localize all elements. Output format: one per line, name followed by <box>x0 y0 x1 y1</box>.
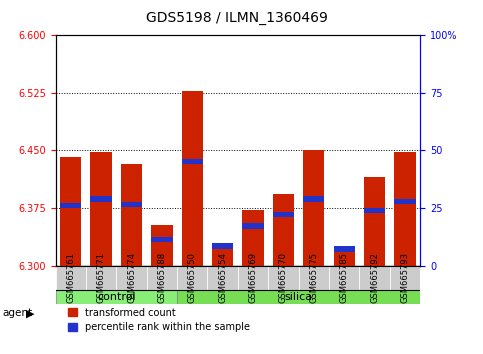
Text: GDS5198 / ILMN_1360469: GDS5198 / ILMN_1360469 <box>146 11 327 25</box>
Text: GSM665770: GSM665770 <box>279 252 288 303</box>
Bar <box>60 157 81 266</box>
Text: agent: agent <box>2 308 32 318</box>
Bar <box>242 223 264 229</box>
Text: GSM665750: GSM665750 <box>188 252 197 303</box>
Bar <box>395 152 416 266</box>
Bar <box>151 237 172 242</box>
Bar <box>364 208 385 213</box>
Bar <box>90 196 112 202</box>
Text: GSM665754: GSM665754 <box>218 252 227 303</box>
Bar <box>116 266 147 290</box>
Text: control: control <box>97 292 136 302</box>
Bar <box>273 212 294 217</box>
Bar <box>177 266 208 290</box>
Bar <box>56 266 86 290</box>
Bar <box>182 91 203 266</box>
Bar <box>182 159 203 164</box>
Bar <box>329 266 359 290</box>
Text: GSM665774: GSM665774 <box>127 252 136 303</box>
Text: GSM665771: GSM665771 <box>97 252 106 303</box>
Text: GSM665785: GSM665785 <box>340 252 349 303</box>
Text: GSM665793: GSM665793 <box>400 252 410 303</box>
Text: ▶: ▶ <box>26 309 35 319</box>
Bar <box>238 266 268 290</box>
Bar <box>268 266 298 290</box>
Bar <box>390 266 420 290</box>
Bar <box>334 252 355 266</box>
Text: GSM665761: GSM665761 <box>66 252 75 303</box>
Bar <box>334 246 355 252</box>
Bar <box>298 266 329 290</box>
Bar <box>273 194 294 266</box>
Bar <box>56 290 177 304</box>
Text: GSM665792: GSM665792 <box>370 252 379 303</box>
Bar <box>147 266 177 290</box>
Bar <box>364 177 385 266</box>
Bar <box>395 199 416 204</box>
Bar <box>177 290 420 304</box>
Legend: transformed count, percentile rank within the sample: transformed count, percentile rank withi… <box>68 308 250 332</box>
Bar <box>121 164 142 266</box>
Bar <box>60 202 81 208</box>
Bar <box>208 266 238 290</box>
Text: GSM665775: GSM665775 <box>309 252 318 303</box>
Bar <box>121 202 142 207</box>
Text: silica: silica <box>284 292 313 302</box>
Bar <box>303 196 325 202</box>
Bar <box>242 210 264 266</box>
Text: GSM665769: GSM665769 <box>249 252 257 303</box>
Bar <box>151 225 172 266</box>
Text: GSM665788: GSM665788 <box>157 252 167 303</box>
Bar <box>212 249 233 266</box>
Bar <box>359 266 390 290</box>
Bar <box>90 152 112 266</box>
Bar <box>86 266 116 290</box>
Bar <box>212 243 233 249</box>
Bar <box>303 150 325 266</box>
